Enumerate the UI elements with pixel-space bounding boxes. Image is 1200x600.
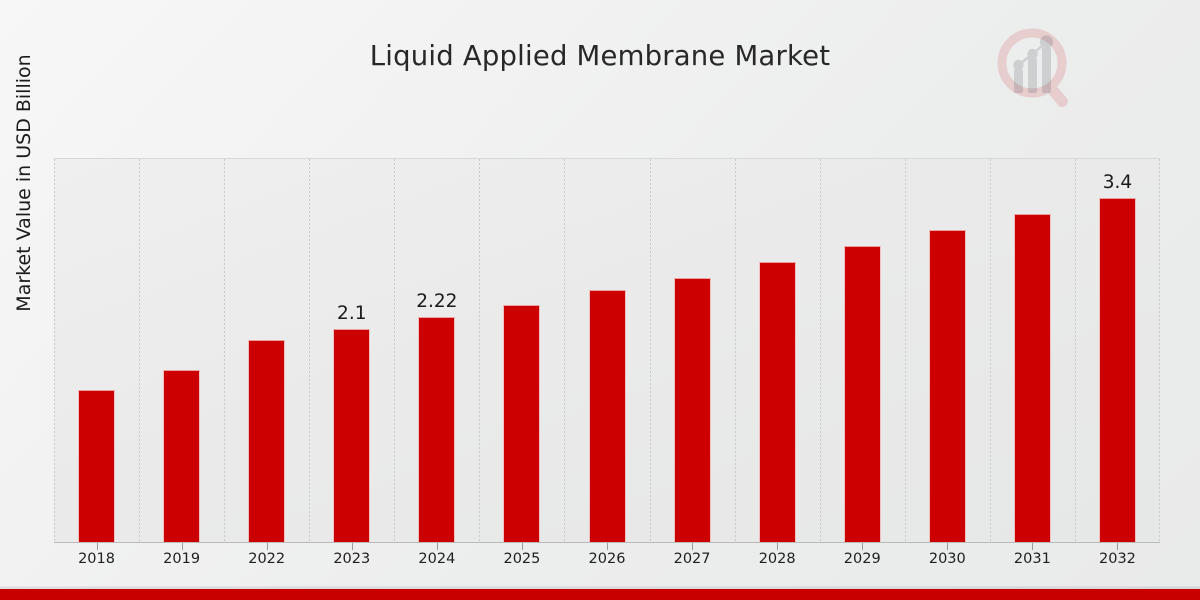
- magnifier-bar-chart-logo-icon: [990, 25, 1082, 113]
- x-tick-label-2031: 2031: [1013, 551, 1051, 567]
- x-tick-label-2024: 2024: [418, 551, 456, 567]
- x-tick-label-2025: 2025: [503, 551, 541, 567]
- x-tick-mark: [862, 543, 864, 550]
- gridline: [1159, 159, 1160, 542]
- bar-2022[interactable]: [248, 340, 286, 542]
- gridline: [479, 159, 481, 542]
- x-tick-label-2023: 2023: [333, 551, 371, 567]
- x-tick-mark: [1032, 543, 1034, 550]
- x-tick-mark: [351, 543, 353, 550]
- gridline: [819, 159, 821, 542]
- bar-2031[interactable]: [1013, 213, 1051, 542]
- bar-2018[interactable]: [78, 390, 116, 542]
- x-tick-mark: [1117, 543, 1119, 550]
- bar-2026[interactable]: [588, 289, 626, 542]
- gridline: [224, 159, 226, 542]
- page-title: Liquid Applied Membrane Market: [369, 40, 831, 72]
- x-tick-mark: [521, 543, 523, 550]
- x-tick-mark: [96, 543, 98, 550]
- x-tick-label-2030: 2030: [928, 551, 966, 567]
- x-tick-mark: [777, 543, 779, 550]
- bar-2027[interactable]: [673, 277, 711, 542]
- x-tick-label-2026: 2026: [588, 551, 626, 567]
- gridline: [139, 159, 141, 542]
- plot-area: [54, 158, 1160, 542]
- gridline: [564, 159, 566, 542]
- gridline: [309, 159, 311, 542]
- gridline: [734, 159, 736, 542]
- bar-2030[interactable]: [928, 229, 966, 542]
- x-tick-label-2029: 2029: [843, 551, 881, 567]
- bar-2025[interactable]: [503, 304, 541, 542]
- bar-2019[interactable]: [163, 369, 201, 542]
- x-tick-mark: [607, 543, 608, 550]
- footer-divider: [0, 586, 1200, 589]
- gridline: [904, 159, 906, 542]
- bar-value-label-2023: 2.1: [337, 303, 367, 325]
- x-tick-mark: [181, 543, 183, 550]
- x-tick-mark: [436, 543, 438, 550]
- bar-value-label-2032: 3.4: [1102, 171, 1133, 193]
- gridline: [1074, 159, 1076, 542]
- x-tick-mark: [947, 543, 949, 550]
- x-tick-label-2028: 2028: [758, 551, 796, 567]
- footer-accent-bar: [0, 589, 1200, 600]
- x-tick-mark: [266, 543, 268, 550]
- x-tick-mark: [692, 543, 694, 550]
- x-tick-label-2019: 2019: [163, 551, 201, 567]
- y-axis-title: Market Value in USD Billion: [13, 54, 35, 312]
- gridline: [394, 159, 396, 542]
- bar-2029[interactable]: [843, 246, 881, 542]
- bar-value-label-2024: 2.22: [416, 291, 458, 313]
- gridline: [989, 159, 991, 542]
- gridline: [54, 159, 55, 542]
- gridline: [649, 159, 651, 542]
- x-tick-label-2018: 2018: [78, 551, 115, 567]
- x-tick-label-2032: 2032: [1099, 551, 1136, 567]
- x-tick-label-2022: 2022: [248, 551, 286, 567]
- bar-2032[interactable]: [1098, 197, 1136, 542]
- bar-2028[interactable]: [758, 262, 796, 542]
- x-axis-line: [54, 542, 1160, 543]
- x-tick-label-2027: 2027: [673, 551, 711, 567]
- bar-2024[interactable]: [418, 317, 456, 542]
- bar-2023[interactable]: [333, 329, 371, 542]
